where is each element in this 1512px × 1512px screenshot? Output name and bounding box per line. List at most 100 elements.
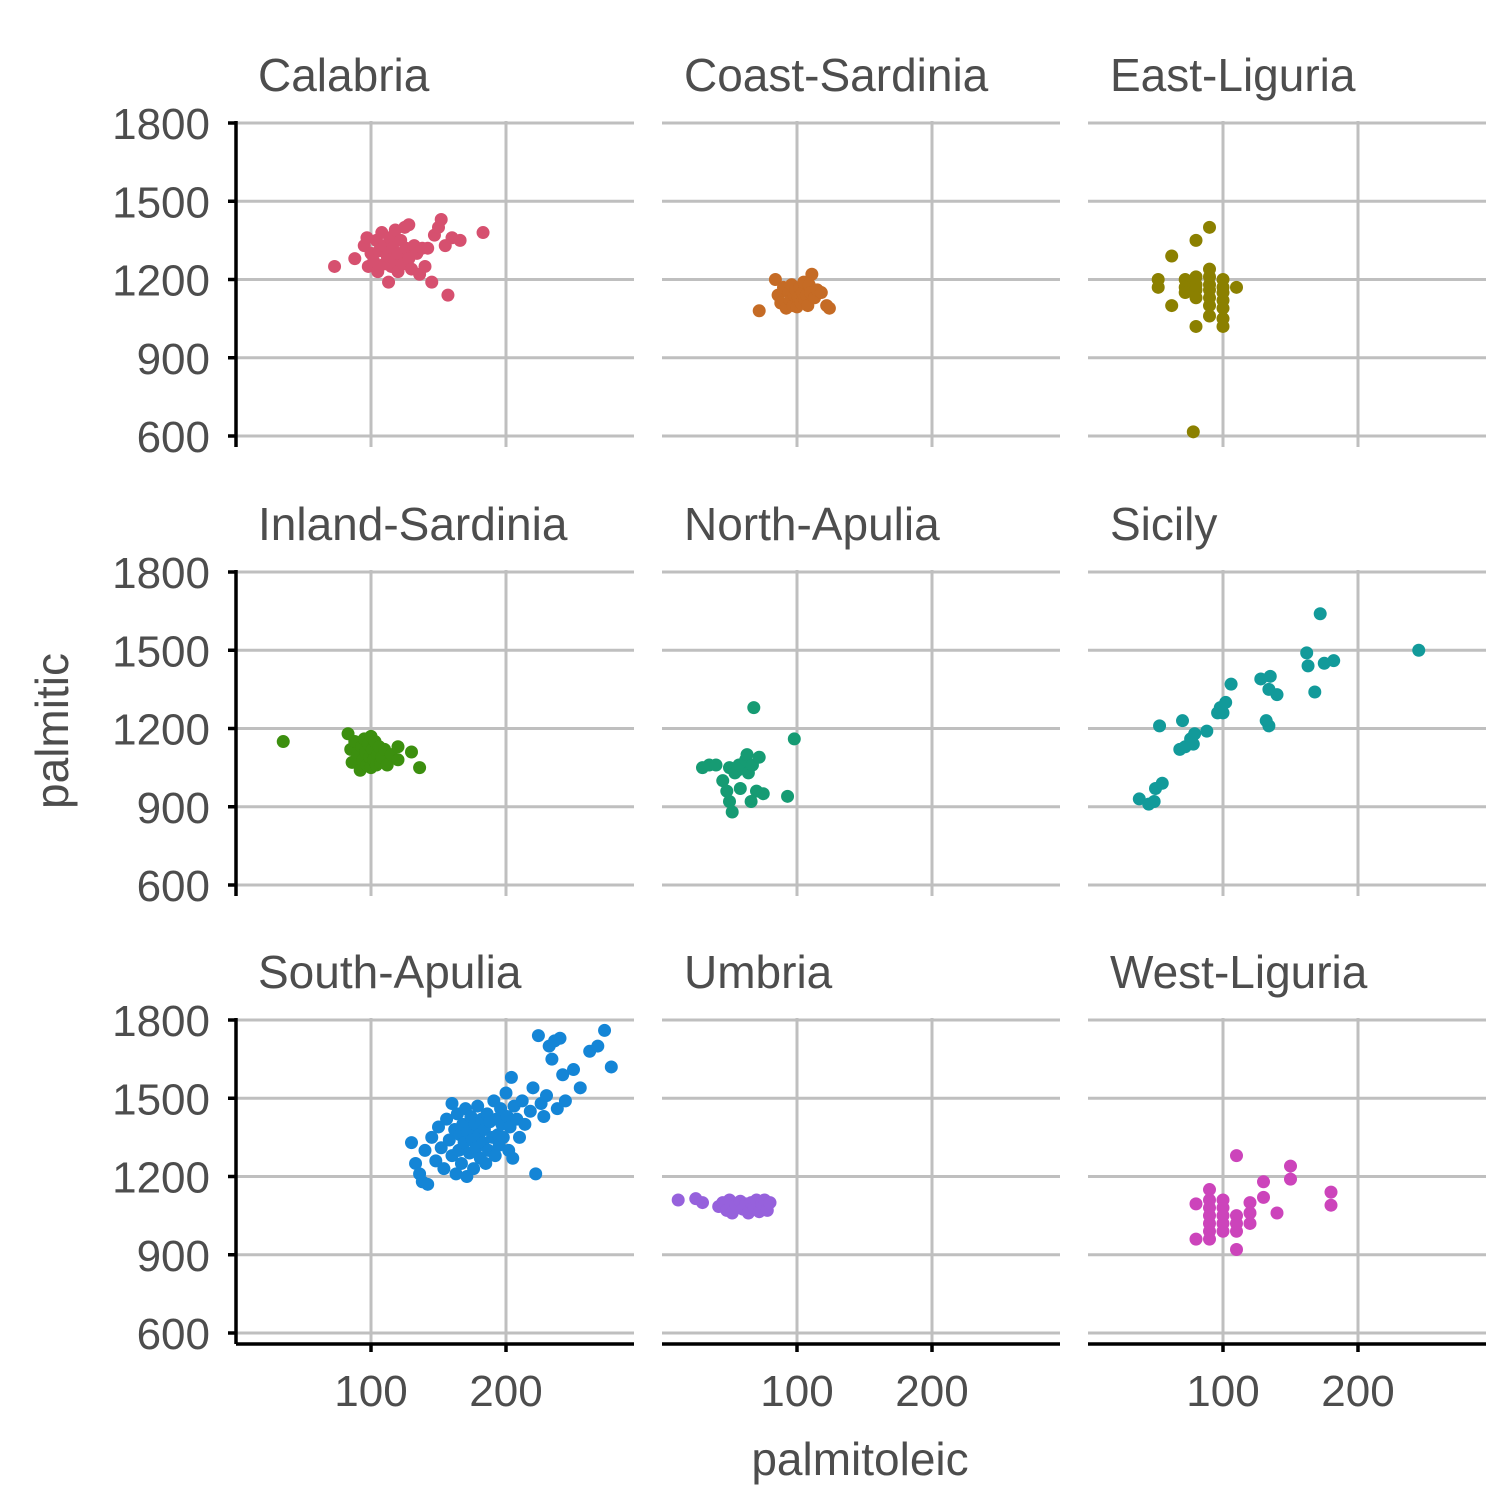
data-point-sicily	[1188, 727, 1202, 741]
y-tick-label: 900	[137, 335, 210, 384]
data-point-east-liguria	[1189, 319, 1203, 333]
data-point-west-liguria	[1270, 1206, 1284, 1220]
data-point-south-apulia	[499, 1086, 513, 1100]
data-point-east-liguria	[1165, 249, 1179, 263]
x-tick-label: 200	[469, 1367, 542, 1416]
y-tick-label: 600	[137, 862, 210, 911]
data-point-east-liguria	[1230, 280, 1243, 294]
data-point-sicily	[1262, 719, 1276, 733]
data-point-south-apulia	[604, 1060, 618, 1074]
data-point-south-apulia	[467, 1162, 481, 1176]
data-point-umbria	[671, 1193, 685, 1207]
data-point-sicily	[1132, 792, 1146, 806]
data-point-sicily	[1301, 659, 1315, 673]
data-point-sicily	[1327, 654, 1341, 668]
data-point-north-apulia	[733, 781, 747, 795]
data-point-coast-sardinia	[768, 273, 782, 286]
y-tick-label: 1500	[112, 627, 210, 676]
data-point-coast-sardinia	[805, 267, 819, 281]
y-tick-label: 1500	[112, 178, 210, 227]
data-point-sicily	[1147, 795, 1161, 809]
data-point-south-apulia	[537, 1110, 551, 1124]
data-point-sicily	[1224, 677, 1238, 691]
y-tick-label: 900	[137, 784, 210, 833]
data-point-calabria	[453, 233, 467, 247]
data-point-inland-sardinia	[391, 740, 405, 754]
data-point-north-apulia	[744, 795, 758, 809]
data-point-south-apulia	[598, 1023, 612, 1037]
data-point-west-liguria	[1230, 1243, 1243, 1257]
y-tick-label: 1800	[112, 997, 210, 1046]
data-point-south-apulia	[556, 1068, 570, 1082]
data-point-west-liguria	[1203, 1232, 1216, 1246]
data-point-west-liguria	[1243, 1206, 1257, 1220]
data-point-west-liguria	[1230, 1149, 1243, 1163]
data-point-sicily	[1186, 737, 1200, 751]
data-point-south-apulia	[545, 1052, 559, 1066]
data-point-north-apulia	[720, 784, 734, 798]
data-point-west-liguria	[1284, 1159, 1297, 1173]
data-point-sicily	[1263, 669, 1277, 683]
facet-title-north-apulia: North-Apulia	[684, 498, 940, 550]
data-point-east-liguria	[1178, 286, 1192, 300]
facet-title-calabria: Calabria	[258, 49, 430, 101]
data-point-east-liguria	[1151, 280, 1165, 294]
data-point-sicily	[1176, 714, 1189, 728]
data-point-inland-sardinia	[276, 735, 290, 749]
data-point-south-apulia	[504, 1070, 518, 1084]
data-point-north-apulia	[756, 787, 770, 801]
data-point-coast-sardinia	[822, 301, 836, 315]
data-point-south-apulia	[429, 1154, 443, 1168]
data-point-west-liguria	[1324, 1185, 1338, 1199]
facet-east-liguria: East-Liguria	[1088, 49, 1486, 447]
data-point-east-liguria	[1165, 299, 1179, 313]
data-point-sicily	[1308, 685, 1322, 699]
data-point-south-apulia	[421, 1177, 435, 1191]
facet-calabria: Calabria 600 900 1200 1500 1800	[112, 49, 634, 462]
data-point-west-liguria	[1257, 1190, 1270, 1204]
data-point-calabria	[348, 252, 362, 266]
x-axis-title: palmitoleic	[751, 1433, 968, 1485]
data-point-west-liguria	[1189, 1232, 1203, 1246]
data-point-calabria	[425, 275, 439, 289]
data-point-sicily	[1270, 688, 1284, 702]
data-point-north-apulia	[725, 805, 739, 819]
data-point-sicily	[1412, 643, 1426, 657]
data-point-south-apulia	[409, 1156, 423, 1170]
x-tick-label: 100	[1186, 1367, 1259, 1416]
data-point-west-liguria	[1284, 1172, 1297, 1186]
data-point-south-apulia	[442, 1133, 456, 1147]
facet-north-apulia: North-Apulia	[662, 498, 1060, 896]
x-tick-label: 200	[895, 1367, 968, 1416]
data-point-south-apulia	[488, 1149, 502, 1163]
data-point-south-apulia	[479, 1156, 493, 1170]
x-tick-label: 200	[1321, 1367, 1394, 1416]
data-point-inland-sardinia	[380, 758, 394, 772]
data-point-east-liguria	[1216, 301, 1230, 315]
data-point-south-apulia	[434, 1141, 448, 1155]
data-point-west-liguria	[1243, 1196, 1257, 1210]
data-point-east-liguria	[1186, 425, 1200, 439]
facet-panels: Calabria 600 900 1200 1500 1800 Coast-Sardinia…	[112, 49, 1486, 1416]
facet-sicily: Sicily	[1088, 498, 1486, 896]
data-point-coast-sardinia	[752, 304, 766, 318]
data-point-west-liguria	[1216, 1224, 1230, 1238]
data-point-south-apulia	[558, 1094, 572, 1108]
data-point-south-apulia	[526, 1081, 540, 1095]
data-point-sicily	[1216, 706, 1230, 720]
data-point-calabria	[441, 288, 455, 302]
data-point-sicily	[1300, 646, 1314, 660]
y-tick-label: 1500	[112, 1075, 210, 1124]
facet-title-inland-sardinia: Inland-Sardinia	[258, 498, 568, 550]
y-tick-label: 1800	[112, 549, 210, 598]
data-point-south-apulia	[518, 1117, 532, 1131]
data-point-north-apulia	[740, 748, 754, 762]
data-point-calabria	[367, 254, 381, 268]
y-tick-label: 1200	[112, 706, 210, 755]
y-tick-label: 1800	[112, 100, 210, 149]
data-point-west-liguria	[1324, 1198, 1338, 1212]
data-point-calabria	[434, 213, 448, 227]
y-tick-label: 1200	[112, 1154, 210, 1203]
data-point-south-apulia	[513, 1130, 526, 1144]
data-point-calabria	[418, 259, 432, 273]
